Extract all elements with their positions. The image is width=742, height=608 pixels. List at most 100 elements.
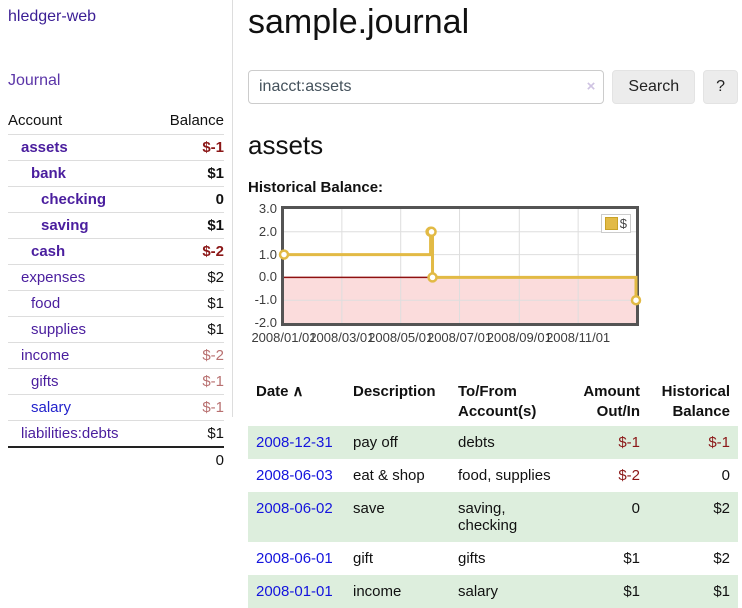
historical-balance-chart: 3.02.01.00.0-1.0-2.0 $ 2008/01/012008/03… <box>248 206 738 358</box>
transaction-amount: $-1 <box>580 426 648 459</box>
account-balance: $2 <box>153 265 224 291</box>
transaction-amount: $1 <box>580 542 648 575</box>
page-title: sample.journal <box>248 2 738 42</box>
account-balance: $-1 <box>153 135 224 161</box>
search-input[interactable] <box>248 70 604 104</box>
transaction-balance: 0 <box>648 459 738 492</box>
transaction-description: save <box>345 492 450 542</box>
chart-canvas <box>284 209 636 323</box>
legend-label: $ <box>620 216 627 231</box>
transaction-date-link[interactable]: 2008-06-03 <box>256 467 333 484</box>
transaction-amount: $-2 <box>580 459 648 492</box>
transaction-balance: $2 <box>648 492 738 542</box>
transaction-accounts: gifts <box>450 542 580 575</box>
clear-search-icon[interactable]: × <box>587 78 596 95</box>
account-link-gifts[interactable]: gifts <box>31 373 59 390</box>
account-link-expenses[interactable]: expenses <box>21 269 85 286</box>
register-header-tofrom: To/From Account(s) <box>450 380 580 426</box>
account-link-income[interactable]: income <box>21 347 69 364</box>
account-row: saving $1 <box>8 213 224 239</box>
register-header-date[interactable]: Date∧ <box>248 380 345 426</box>
transaction-balance: $2 <box>648 542 738 575</box>
x-tick-label: 2008/11/01 <box>541 330 615 345</box>
account-heading: assets <box>248 130 738 161</box>
y-tick-label: 2.0 <box>248 224 277 239</box>
account-link-saving[interactable]: saving <box>41 217 89 234</box>
legend-swatch-icon <box>605 217 618 230</box>
table-row: 2008-06-03 eat & shop food, supplies $-2… <box>248 459 738 492</box>
account-row: cash $-2 <box>8 239 224 265</box>
account-row: supplies $1 <box>8 317 224 343</box>
transaction-date-link[interactable]: 2008-06-02 <box>256 500 333 517</box>
sort-asc-icon: ∧ <box>293 383 304 400</box>
account-row: income $-2 <box>8 343 224 369</box>
transaction-date-link[interactable]: 2008-12-31 <box>256 434 333 451</box>
account-row: food $1 <box>8 291 224 317</box>
search-form: × Search ? <box>248 70 738 104</box>
accounts-header-balance: Balance <box>153 108 224 135</box>
transaction-accounts: food, supplies <box>450 459 580 492</box>
account-row: gifts $-1 <box>8 369 224 395</box>
account-row: assets $-1 <box>8 135 224 161</box>
table-row: 2008-06-02 save saving, checking 0 $2 <box>248 492 738 542</box>
account-balance: $1 <box>153 291 224 317</box>
search-button[interactable]: Search <box>612 70 695 104</box>
account-balance: $1 <box>153 317 224 343</box>
account-balance: $1 <box>153 421 224 448</box>
main-content: sample.journal × Search ? assets Histori… <box>233 0 742 608</box>
register-table: Date∧ Description To/From Account(s) Amo… <box>248 380 738 608</box>
register-header-amount: Amount Out/In <box>580 380 648 426</box>
transaction-description: gift <box>345 542 450 575</box>
accounts-header-account: Account <box>8 108 153 135</box>
table-row: 2008-12-31 pay off debts $-1 $-1 <box>248 426 738 459</box>
transaction-balance: $-1 <box>648 426 738 459</box>
account-balance: $-1 <box>153 369 224 395</box>
chart-plot-area: $ <box>281 206 639 326</box>
account-balance: $-2 <box>153 343 224 369</box>
transaction-balance: $1 <box>648 575 738 608</box>
transaction-accounts: salary <box>450 575 580 608</box>
account-row: liabilities:debts $1 <box>8 421 224 448</box>
accounts-table: Account Balance assets $-1 bank $1 checkin… <box>8 108 224 473</box>
account-link-salary[interactable]: salary <box>31 399 71 416</box>
chart-title: Historical Balance: <box>248 179 738 196</box>
account-link-cash[interactable]: cash <box>31 243 65 260</box>
search-help-button[interactable]: ? <box>703 70 738 104</box>
account-link-checking[interactable]: checking <box>41 191 106 208</box>
brand-link[interactable]: hledger-web <box>8 8 96 26</box>
y-tick-label: -1.0 <box>248 292 277 307</box>
y-tick-label: -2.0 <box>248 315 277 330</box>
accounts-total: 0 <box>153 447 224 473</box>
account-link-bank[interactable]: bank <box>31 165 66 182</box>
account-balance: $-2 <box>153 239 224 265</box>
transaction-description: eat & shop <box>345 459 450 492</box>
account-balance: $-1 <box>153 395 224 421</box>
account-row: bank $1 <box>8 161 224 187</box>
account-row: expenses $2 <box>8 265 224 291</box>
table-row: 2008-06-01 gift gifts $1 $2 <box>248 542 738 575</box>
transaction-date-link[interactable]: 2008-01-01 <box>256 583 333 600</box>
account-link-supplies[interactable]: supplies <box>31 321 86 338</box>
transaction-amount: 0 <box>580 492 648 542</box>
account-balance: 0 <box>153 187 224 213</box>
account-link-food[interactable]: food <box>31 295 60 312</box>
y-tick-label: 0.0 <box>248 269 277 284</box>
account-balance: $1 <box>153 161 224 187</box>
transaction-description: income <box>345 575 450 608</box>
accounts-total-row: 0 <box>8 447 224 473</box>
account-row: salary $-1 <box>8 395 224 421</box>
sidebar: hledger-web Journal Account Balance asse… <box>0 0 233 417</box>
chart-legend: $ <box>601 214 631 233</box>
transaction-accounts: debts <box>450 426 580 459</box>
account-link-assets[interactable]: assets <box>21 139 68 156</box>
transaction-date-link[interactable]: 2008-06-01 <box>256 550 333 567</box>
y-tick-label: 3.0 <box>248 201 277 216</box>
account-row: checking 0 <box>8 187 224 213</box>
sidebar-item-journal[interactable]: Journal <box>8 72 60 90</box>
register-header-description: Description <box>345 380 450 426</box>
y-tick-label: 1.0 <box>248 247 277 262</box>
account-link-liabilities-debts[interactable]: liabilities:debts <box>21 425 119 442</box>
account-balance: $1 <box>153 213 224 239</box>
table-row: 2008-01-01 income salary $1 $1 <box>248 575 738 608</box>
transaction-accounts: saving, checking <box>450 492 580 542</box>
